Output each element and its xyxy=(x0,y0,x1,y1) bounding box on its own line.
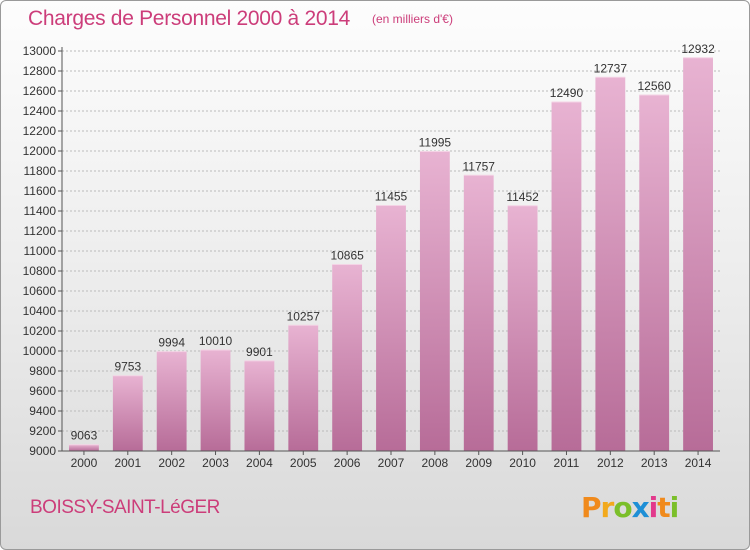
bar xyxy=(69,444,99,451)
x-tick-label: 2003 xyxy=(202,456,229,470)
data-label: 11995 xyxy=(419,136,452,150)
y-tick-label: 9200 xyxy=(29,424,56,438)
data-label: 10257 xyxy=(287,309,321,323)
data-label: 9063 xyxy=(71,429,98,443)
x-tick-label: 2004 xyxy=(246,456,273,470)
y-tick-label: 10200 xyxy=(23,324,57,338)
y-tick-label: 12200 xyxy=(23,124,57,138)
logo-letter: i xyxy=(648,491,659,524)
data-label: 10865 xyxy=(330,249,364,263)
bar xyxy=(683,57,713,452)
y-tick-label: 9800 xyxy=(29,364,56,378)
y-tick-label: 11200 xyxy=(24,224,57,238)
data-label: 11455 xyxy=(375,190,408,204)
logo-letter: t xyxy=(657,491,670,524)
chart-subtitle: (en milliers d'€) xyxy=(372,12,453,26)
x-tick-label: 2005 xyxy=(290,456,317,470)
bar xyxy=(551,102,582,451)
y-tick-label: 10000 xyxy=(23,344,57,358)
x-tick-label: 2009 xyxy=(465,456,492,470)
x-tick-label: 2010 xyxy=(509,456,536,470)
y-tick-label: 12600 xyxy=(23,84,57,98)
x-tick-label: 2008 xyxy=(422,456,449,470)
x-tick-label: 2007 xyxy=(378,456,405,470)
logo-letter: P xyxy=(581,491,602,524)
bar xyxy=(244,360,275,451)
bar xyxy=(507,205,538,451)
y-tick-label: 11400 xyxy=(24,204,57,218)
x-tick-label: 2001 xyxy=(114,456,141,470)
y-tick-label: 11600 xyxy=(24,184,57,198)
bar xyxy=(112,375,143,451)
x-tick-label: 2002 xyxy=(158,456,185,470)
bar xyxy=(463,175,494,452)
y-tick-label: 13000 xyxy=(23,44,57,58)
data-label: 9753 xyxy=(114,360,141,374)
logo-letter: x xyxy=(631,491,650,524)
y-tick-label: 10600 xyxy=(23,284,57,298)
y-tick-label: 12400 xyxy=(23,104,57,118)
x-tick-label: 2000 xyxy=(71,456,98,470)
bar xyxy=(639,95,670,451)
bar xyxy=(595,77,626,452)
data-label: 12932 xyxy=(681,42,715,56)
x-tick-label: 2014 xyxy=(685,456,712,470)
x-tick-label: 2012 xyxy=(597,456,624,470)
y-tick-label: 10400 xyxy=(23,304,57,318)
data-label: 9901 xyxy=(246,345,273,359)
data-label: 11757 xyxy=(462,159,495,173)
bar xyxy=(156,351,187,451)
y-tick-label: 11800 xyxy=(24,164,57,178)
bar xyxy=(376,205,406,451)
data-label: 12490 xyxy=(550,86,584,100)
x-tick-label: 2011 xyxy=(554,456,580,470)
x-tick-label: 2006 xyxy=(334,456,361,470)
data-label: 9994 xyxy=(158,336,185,350)
logo-letter: i xyxy=(669,491,680,524)
chart-title: Charges de Personnel 2000 à 2014 xyxy=(28,7,350,30)
logo-letter: r xyxy=(600,491,615,524)
data-label: 12560 xyxy=(638,79,672,93)
data-label: 10010 xyxy=(199,334,233,348)
y-tick-label: 9600 xyxy=(29,384,56,398)
logo-letter: o xyxy=(613,491,632,524)
proxiti-logo[interactable]: Proxiti xyxy=(581,491,680,524)
y-tick-label: 10800 xyxy=(23,264,57,278)
y-tick-label: 12000 xyxy=(23,144,57,158)
bar xyxy=(200,350,231,451)
data-label: 11452 xyxy=(506,190,539,204)
bar xyxy=(288,325,319,451)
bar xyxy=(419,151,450,451)
commune-name: BOISSY-SAINT-LéGER xyxy=(30,497,220,518)
bar xyxy=(332,264,363,451)
y-tick-label: 9400 xyxy=(29,404,56,418)
data-label: 12737 xyxy=(594,61,628,75)
x-tick-label: 2013 xyxy=(641,456,668,470)
y-tick-label: 11000 xyxy=(24,244,57,258)
y-tick-label: 12800 xyxy=(23,64,57,78)
y-tick-label: 9000 xyxy=(29,444,56,458)
